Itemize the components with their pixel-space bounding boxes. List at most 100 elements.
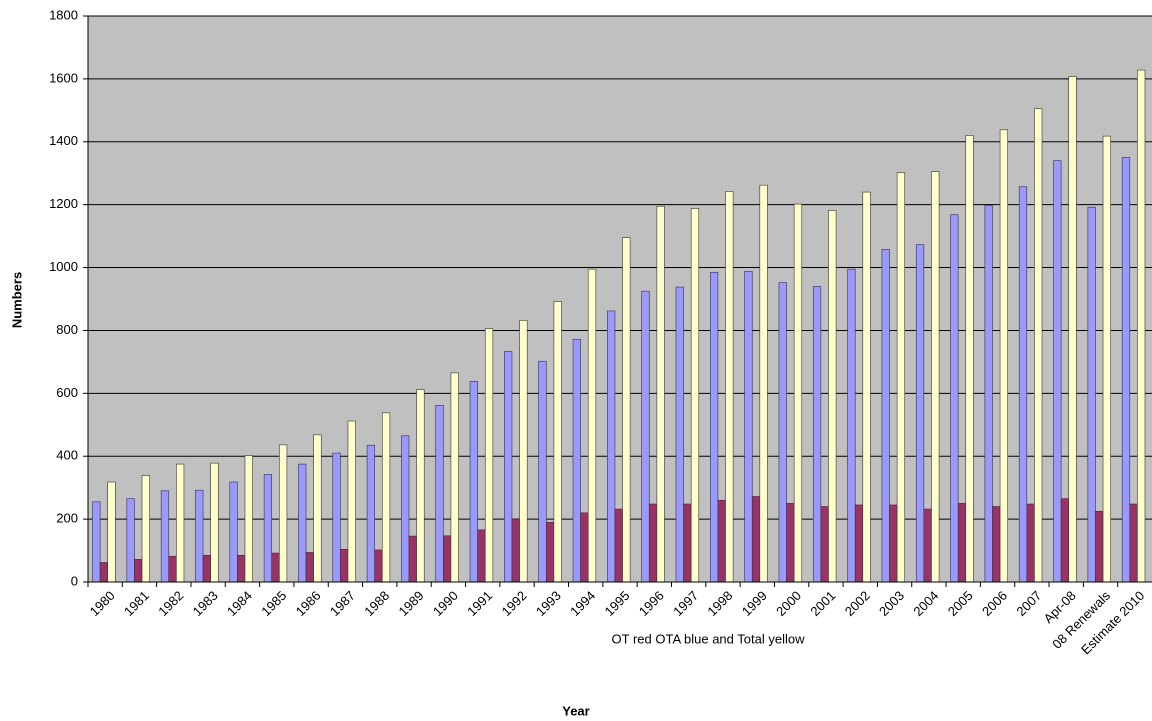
bar [1068, 76, 1077, 583]
bar [99, 562, 108, 583]
bar [1026, 503, 1035, 583]
bar [1137, 69, 1146, 583]
y-tick-label: 1800 [49, 7, 78, 22]
bar [923, 508, 932, 583]
y-tick-label: 600 [56, 385, 78, 400]
y-tick-label: 1400 [49, 133, 78, 148]
bar [366, 444, 375, 583]
bar [812, 286, 822, 583]
y-tick-label: 400 [56, 448, 78, 463]
annotation: OT red OTA blue and Total yellow [612, 631, 806, 646]
bar [587, 268, 597, 583]
bar [889, 504, 898, 583]
bar [504, 351, 513, 583]
x-tick-label: 1987 [327, 588, 358, 619]
bar [862, 191, 871, 583]
bar [957, 503, 967, 583]
x-tick-label: 1980 [87, 588, 118, 619]
bar [443, 535, 452, 583]
bar [168, 555, 177, 583]
x-tick-label: 2000 [773, 588, 804, 619]
x-tick-label: 1981 [121, 588, 152, 619]
bar [298, 463, 307, 583]
x-tick-label: 1995 [601, 588, 632, 619]
x-tick-label: 1992 [499, 588, 530, 619]
bar [519, 320, 528, 583]
x-tick-label: 2001 [807, 588, 838, 619]
bar [1129, 503, 1138, 583]
bar [244, 455, 253, 583]
bar [160, 490, 170, 583]
bar [511, 518, 520, 583]
bar [340, 548, 349, 583]
x-tick-label: 2003 [876, 588, 907, 619]
bar [965, 135, 974, 583]
bar [107, 481, 116, 583]
bar [725, 191, 734, 583]
bar [675, 286, 684, 583]
bar [641, 290, 650, 583]
bar [408, 535, 417, 583]
bar [271, 552, 280, 583]
y-tick-label: 0 [71, 573, 78, 588]
bar [141, 475, 150, 583]
bar [1095, 510, 1104, 583]
bar [931, 171, 940, 583]
bar [469, 381, 478, 583]
x-tick-label: 1989 [396, 588, 427, 619]
bar [984, 204, 993, 583]
bar [572, 338, 581, 583]
bar [305, 552, 314, 583]
bar [881, 249, 890, 583]
bar [751, 496, 761, 583]
x-tick-label: 1993 [533, 588, 564, 619]
bar [538, 360, 547, 583]
bar [622, 237, 631, 583]
bar [263, 474, 273, 583]
x-tick-label: 1998 [704, 588, 735, 619]
bar [1053, 160, 1062, 583]
bar [854, 504, 864, 583]
bar [778, 282, 787, 583]
y-tick-label: 200 [56, 511, 78, 526]
bar [401, 435, 410, 583]
x-tick-label: 1988 [361, 588, 392, 619]
bar [793, 203, 803, 583]
x-tick-label: 1983 [190, 588, 221, 619]
x-tick-label: 2006 [979, 588, 1010, 619]
bar [134, 559, 143, 583]
bar [202, 554, 211, 583]
bar [683, 503, 692, 583]
x-axis-title: Year [562, 703, 589, 718]
bar [896, 172, 906, 583]
bar [614, 508, 623, 583]
bar [279, 444, 288, 583]
bar [484, 328, 494, 583]
bar [759, 184, 768, 583]
bar [847, 268, 856, 583]
bar [210, 462, 219, 583]
x-tick-label: 2002 [842, 588, 873, 619]
bar [176, 463, 185, 583]
bar [553, 301, 562, 583]
y-tick-label: 1600 [49, 70, 78, 85]
bar [607, 310, 616, 583]
x-tick-label: 1999 [739, 588, 770, 619]
bar [820, 506, 829, 583]
bar [347, 420, 356, 583]
y-tick-label: 1000 [49, 259, 78, 274]
bar [195, 489, 204, 583]
bar [648, 503, 658, 583]
x-tick-label: 1996 [636, 588, 667, 619]
bar [545, 521, 555, 583]
bar [477, 529, 486, 583]
bar [229, 481, 238, 583]
bar [1087, 206, 1096, 583]
x-tick-label: 1985 [258, 588, 289, 619]
bar [1121, 157, 1131, 583]
bar [313, 434, 322, 583]
bar [237, 554, 246, 583]
bar [92, 501, 101, 583]
x-tick-label: 1994 [567, 588, 598, 619]
